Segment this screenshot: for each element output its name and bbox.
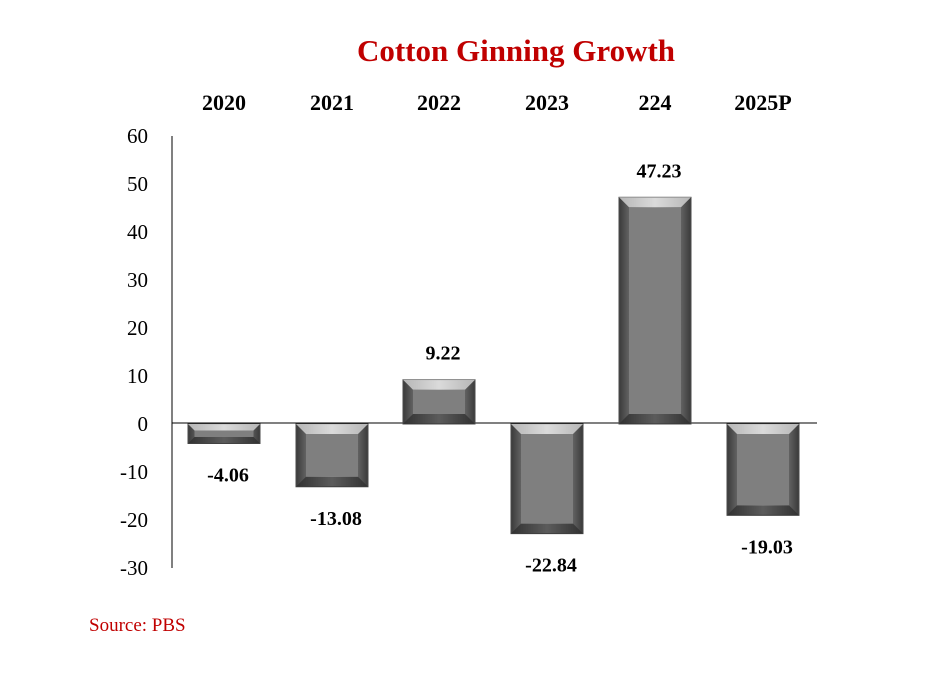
data-label: 9.22 (426, 343, 461, 365)
y-tick-label: 40 (127, 220, 148, 244)
data-labels: -4.06 -13.08 9.22 -22.84 47.23 -19.03 (207, 160, 793, 576)
data-label: 47.23 (637, 160, 682, 182)
bar (726, 423, 800, 516)
source-note: Source: PBS (89, 615, 186, 636)
category-label: 2022 (417, 90, 461, 115)
bar (618, 196, 692, 425)
category-label: 2020 (202, 90, 246, 115)
category-label: 2023 (525, 90, 569, 115)
y-tick-label: -10 (120, 460, 148, 484)
y-tick-label: 30 (127, 268, 148, 292)
y-tick-label: 20 (127, 316, 148, 340)
data-label: -4.06 (207, 464, 249, 486)
bar (402, 379, 476, 425)
bar-series (187, 196, 800, 535)
data-label: -13.08 (310, 508, 362, 530)
category-label: 224 (639, 90, 672, 115)
category-label: 2021 (310, 90, 354, 115)
bar (510, 423, 584, 535)
data-label: -19.03 (741, 536, 793, 558)
data-label: -22.84 (525, 555, 577, 577)
category-label: 2025P (734, 90, 791, 115)
y-tick-label: 0 (138, 412, 149, 436)
bar (187, 423, 261, 444)
y-tick-label: 10 (127, 364, 148, 388)
category-labels: 2020 2021 2022 2023 224 2025P (202, 90, 792, 115)
y-tick-label: 50 (127, 172, 148, 196)
y-tick-label: -30 (120, 556, 148, 580)
chart-title: Cotton Ginning Growth (357, 33, 675, 68)
bar (295, 423, 369, 488)
y-axis-ticks: 60 50 40 30 20 10 0 -10 -20 -30 (120, 124, 148, 580)
y-tick-label: -20 (120, 508, 148, 532)
y-tick-label: 60 (127, 124, 148, 148)
